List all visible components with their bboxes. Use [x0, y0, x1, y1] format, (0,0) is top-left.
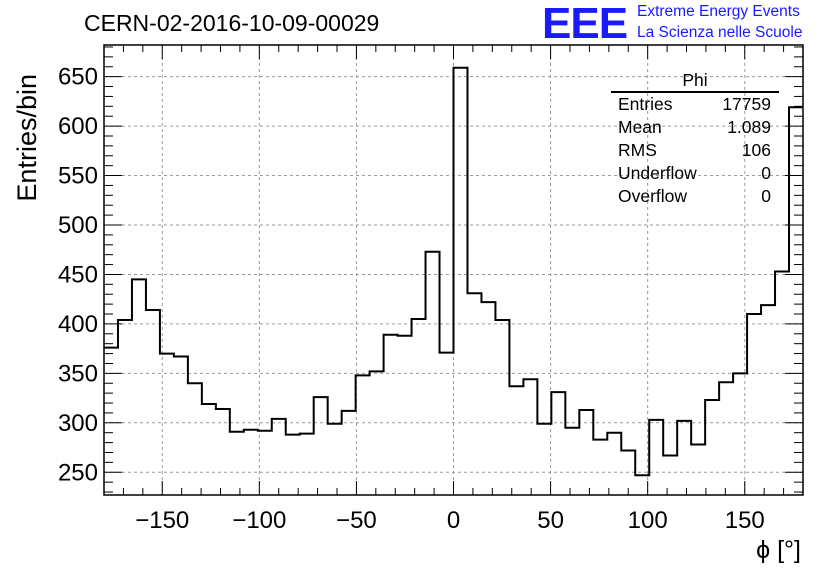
stats-value: 0: [761, 186, 771, 206]
stats-label: RMS: [618, 140, 657, 160]
logo-line-2: La Scienza nelle Scuole: [637, 24, 803, 41]
stats-value: 106: [741, 140, 771, 160]
stats-title: Phi: [611, 70, 779, 93]
x-tick-label: −150: [135, 507, 189, 534]
stats-box: Phi Entries 17759 Mean 1.089 RMS 106 Und…: [611, 70, 779, 208]
y-tick-label: 350: [58, 360, 98, 387]
stats-row-rms: RMS 106: [611, 139, 779, 162]
y-tick-label: 300: [58, 410, 98, 437]
x-tick-labels: −150 −100 −50 0 50 100 150: [135, 507, 765, 534]
y-tick-label: 400: [58, 311, 98, 338]
y-axis-label: Entries/bin: [12, 74, 42, 202]
stats-label: Entries: [618, 94, 673, 114]
y-tick-label: 450: [58, 261, 98, 288]
y-tick-label: 600: [58, 113, 98, 140]
stats-row-underflow: Underflow 0: [611, 162, 779, 185]
x-tick-label: 150: [725, 507, 765, 534]
stats-row-entries: Entries 17759: [611, 93, 779, 116]
stats-value: 0: [761, 163, 771, 183]
x-tick-label: 50: [537, 507, 564, 534]
logo-line-1: Extreme Energy Events: [637, 3, 800, 20]
y-tick-label: 550: [58, 163, 98, 190]
y-tick-label: 650: [58, 64, 98, 91]
x-tick-label: 0: [447, 507, 460, 534]
y-tick-label: 500: [58, 212, 98, 239]
x-tick-label: 100: [628, 507, 668, 534]
x-tick-label: −100: [232, 507, 286, 534]
stats-label: Mean: [618, 117, 662, 137]
stats-label: Overflow: [618, 186, 688, 206]
x-tick-label: −50: [336, 507, 377, 534]
stats-value: 17759: [722, 94, 771, 114]
y-tick-label: 250: [58, 459, 98, 486]
stats-row-overflow: Overflow 0: [611, 185, 779, 208]
axis-ticks: [104, 45, 803, 495]
eee-logo: EEE: [542, 0, 628, 48]
stats-value: 1.089: [727, 117, 771, 137]
x-axis-label: ϕ [°]: [756, 536, 801, 564]
stats-label: Underflow: [618, 163, 697, 183]
histogram-series: [104, 66, 803, 477]
stats-row-mean: Mean 1.089: [611, 116, 779, 139]
chart-title: CERN-02-2016-10-09-00029: [84, 10, 380, 36]
y-tick-labels: 250 300 350 400 450 500 550 600 650: [58, 64, 98, 487]
